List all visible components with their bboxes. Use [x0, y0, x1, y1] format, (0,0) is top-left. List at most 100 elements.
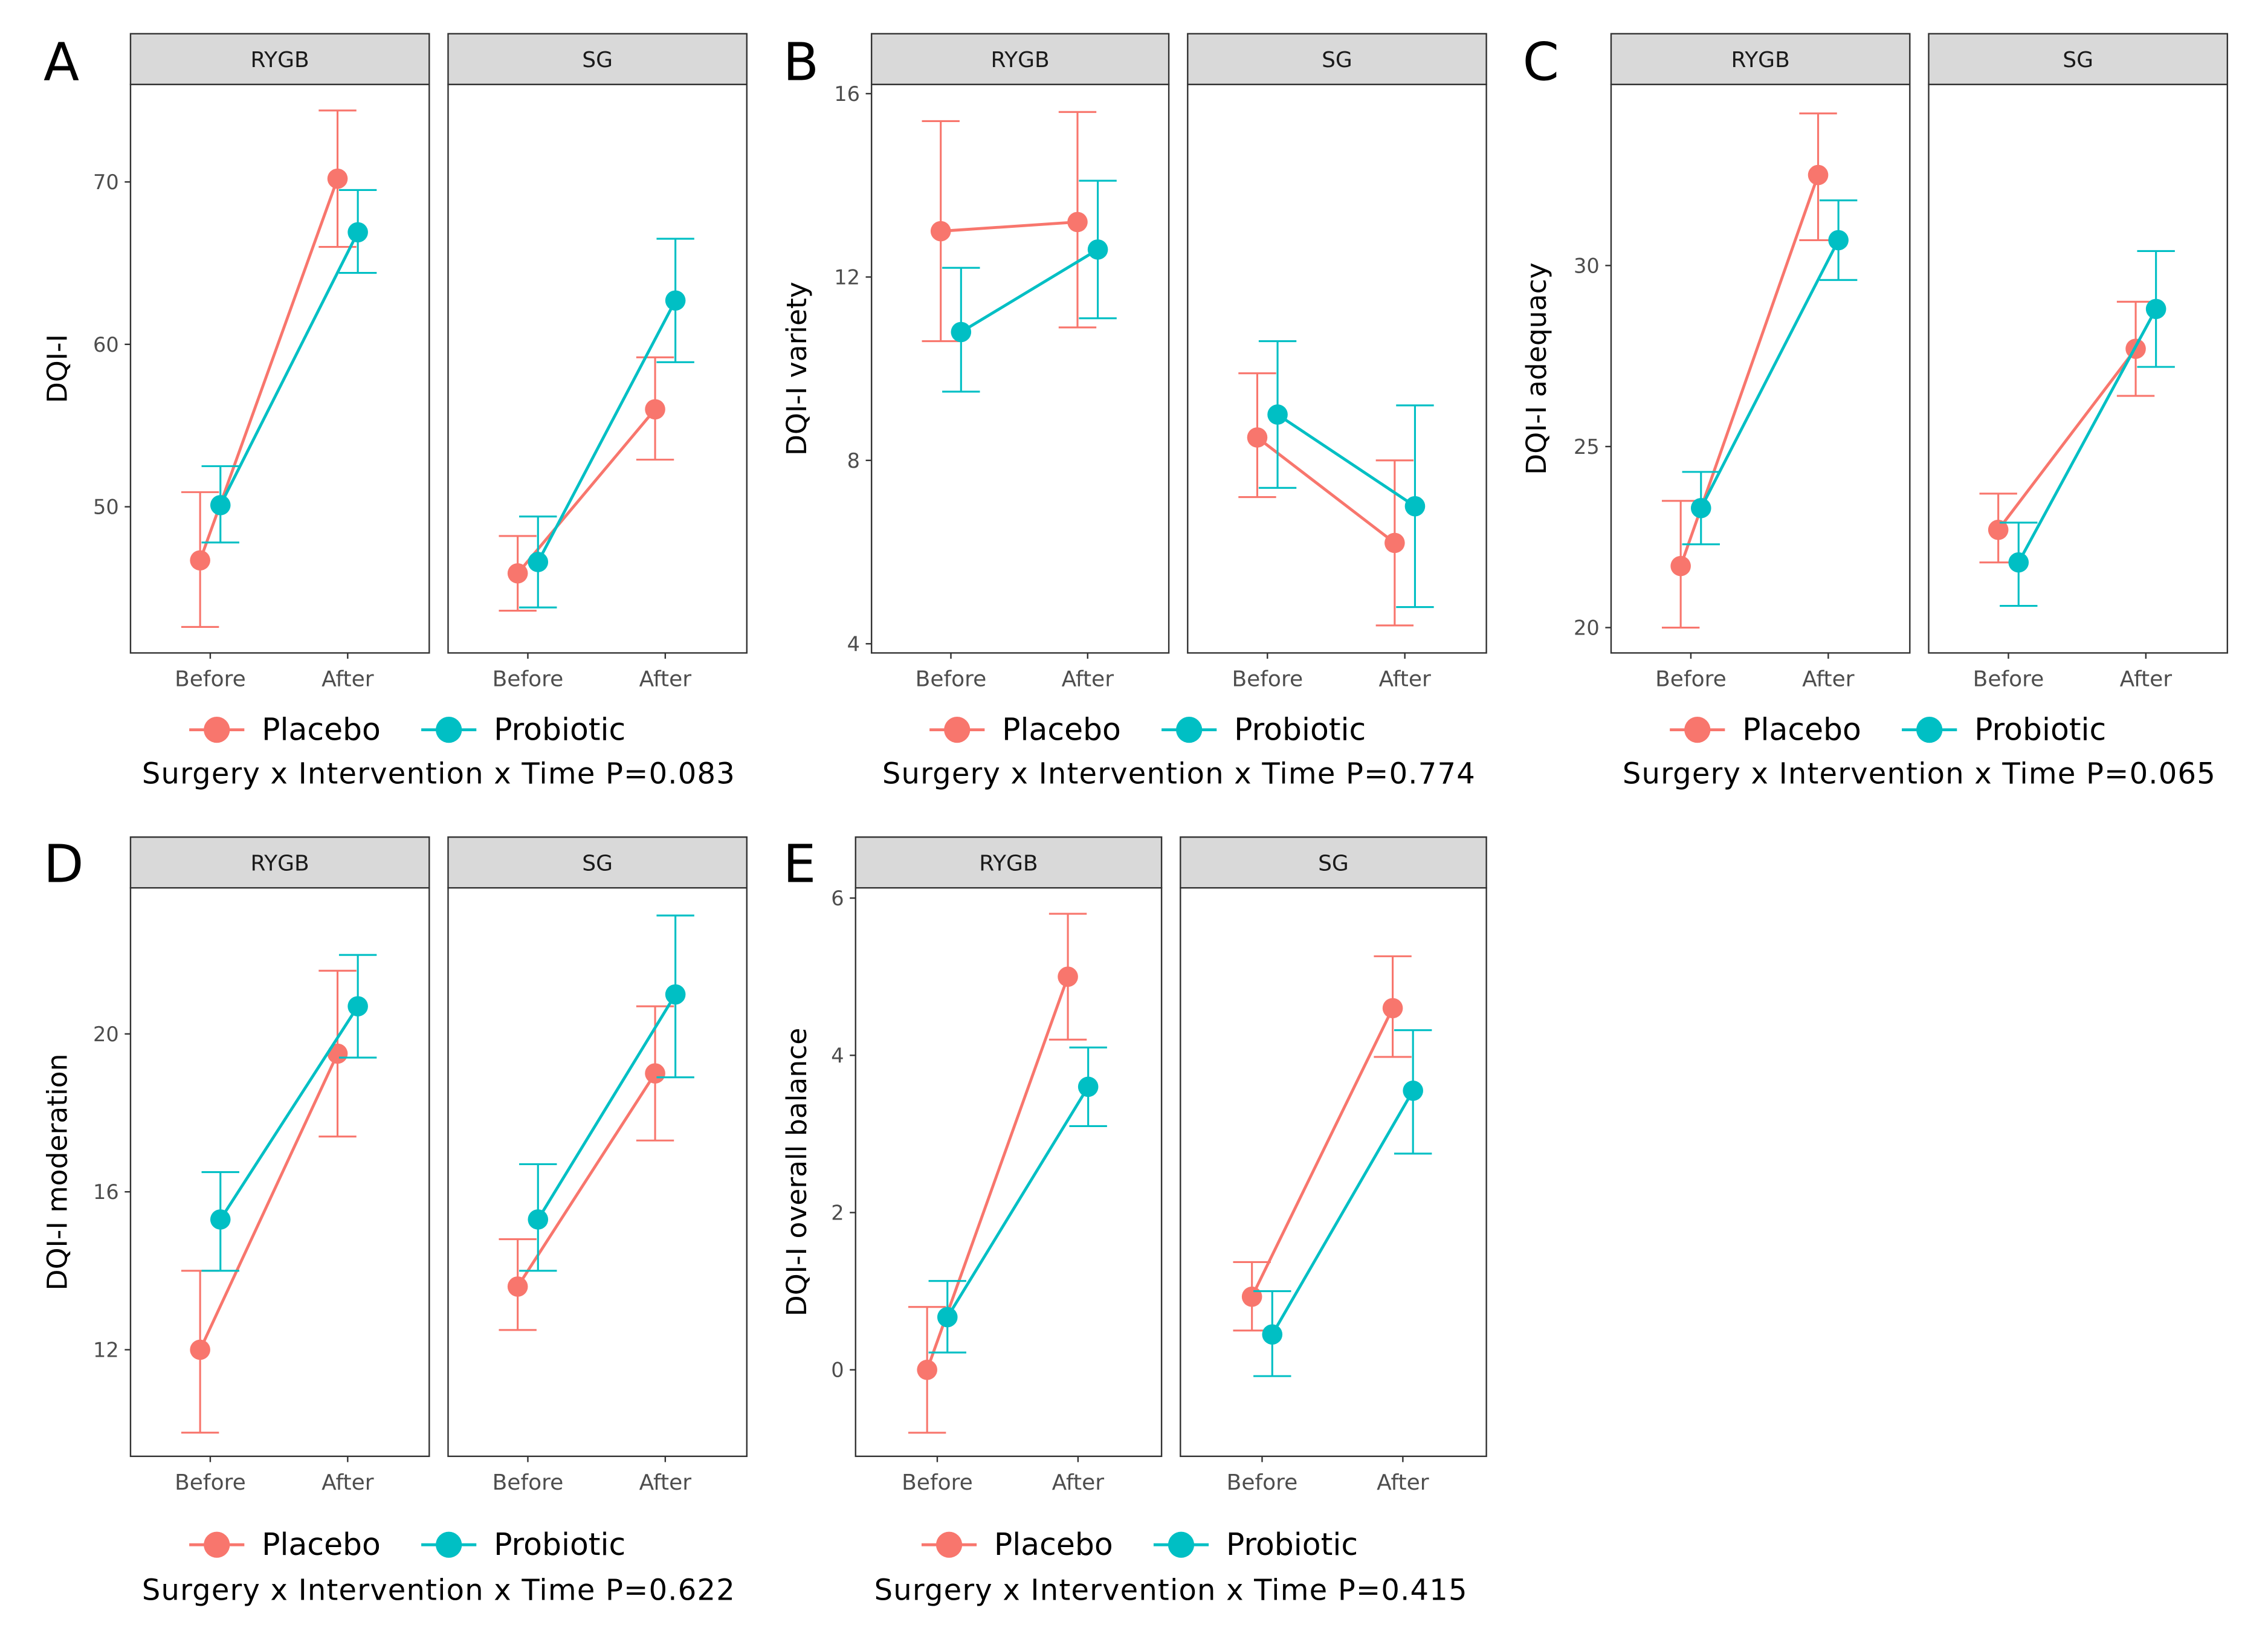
legend-key-point	[935, 1531, 963, 1558]
y-tick-label: 12	[834, 265, 860, 289]
facet-strip	[447, 33, 748, 85]
legend-label-probiotic: Probiotic	[494, 1527, 625, 1562]
data-point	[1077, 1076, 1099, 1097]
legend-label-placebo: Placebo	[1742, 711, 1861, 747]
x-tick-label: After	[321, 667, 374, 692]
panel-E: E DQI-I overall balance 0 2 4 6 RYGB Before Afte…	[781, 835, 1487, 1607]
data-point	[507, 563, 528, 584]
y-tick-label: 60	[93, 333, 119, 357]
data-point	[1404, 496, 1426, 517]
data-point	[1247, 427, 1268, 448]
data-point	[1808, 164, 1829, 186]
y-tick-label: 20	[1574, 616, 1600, 640]
facet-strip	[447, 836, 748, 889]
data-point	[347, 996, 368, 1016]
data-point	[1087, 239, 1108, 260]
legend-label-probiotic: Probiotic	[1234, 711, 1366, 747]
legend-label-probiotic: Probiotic	[1974, 711, 2106, 747]
plot-area	[1928, 83, 2229, 654]
p-value-caption: Surgery x Intervention x Time P=0.774	[882, 757, 1476, 790]
legend: Placebo Probiotic	[189, 711, 625, 747]
data-point	[528, 1209, 549, 1230]
data-point	[1382, 998, 1403, 1019]
data-point	[1262, 1324, 1283, 1345]
data-point	[1690, 497, 1711, 519]
x-tick-label: Before	[175, 667, 246, 692]
data-point	[917, 1359, 937, 1380]
x-tick-label: Before	[175, 1470, 246, 1495]
legend: Placebo Probiotic	[189, 1527, 625, 1562]
x-tick-label: Before	[493, 667, 564, 692]
panel-letter: B	[783, 33, 819, 93]
data-point	[327, 1043, 348, 1064]
y-tick-label: 4	[831, 1044, 844, 1067]
facet-sg: SG Before After	[1928, 33, 2229, 692]
series-placebo	[908, 913, 1087, 1434]
series-probiotic	[201, 189, 377, 544]
legend-label-probiotic: Probiotic	[494, 711, 625, 747]
x-tick-label: After	[1052, 1470, 1105, 1495]
data-point	[507, 1276, 528, 1297]
facet-label: SG	[2063, 48, 2093, 73]
series-probiotic	[519, 914, 694, 1272]
facet-sg: SG Before After	[1187, 33, 1487, 692]
data-point	[190, 550, 210, 571]
y-tick-label: 50	[93, 496, 119, 519]
y-tick-label: 16	[93, 1180, 119, 1204]
facet-label: SG	[1322, 48, 1352, 73]
y-axis-label: DQI-I adequacy	[1520, 262, 1552, 474]
facet-strip	[1610, 33, 1911, 85]
facet-rygb: RYGB Before After	[855, 836, 1163, 1495]
y-axis-label: DQI-I variety	[781, 282, 813, 456]
series-probiotic	[2000, 250, 2175, 607]
x-tick-label: Before	[1227, 1470, 1298, 1495]
series-placebo	[1238, 372, 1414, 627]
facet-label: RYGB	[990, 48, 1049, 73]
series-placebo	[181, 969, 357, 1434]
series-probiotic	[928, 1046, 1107, 1354]
series-placebo	[499, 1005, 674, 1331]
facet-sg: SG Before After	[1180, 836, 1487, 1495]
x-tick-label: Before	[916, 667, 987, 692]
y-tick-label: 2	[831, 1201, 844, 1225]
data-point	[665, 290, 686, 311]
y-tick-label: 6	[831, 887, 844, 910]
panel-letter: C	[1523, 33, 1559, 93]
legend: Placebo Probiotic	[1670, 711, 2106, 747]
series-line	[1271, 1090, 1415, 1336]
series-line	[946, 1086, 1090, 1318]
facet-label: SG	[582, 851, 613, 876]
legend-key-point	[1168, 1531, 1195, 1558]
facet-rygb: RYGB Before After	[129, 33, 430, 692]
x-tick-label: After	[639, 1470, 692, 1495]
y-tick-label: 8	[847, 449, 860, 473]
data-point	[210, 1209, 231, 1230]
y-tick-label: 16	[834, 82, 860, 106]
p-value-caption: Surgery x Intervention x Time P=0.065	[1623, 757, 2216, 790]
data-point	[1067, 212, 1088, 233]
legend-label-probiotic: Probiotic	[1226, 1527, 1358, 1562]
panel-letter: E	[783, 835, 816, 895]
panel-letter: A	[44, 33, 79, 93]
series-line	[516, 1072, 657, 1288]
facet-strip	[1187, 33, 1487, 85]
series-probiotic	[519, 237, 694, 609]
series-line	[537, 994, 677, 1221]
y-tick-label: 20	[93, 1023, 119, 1046]
legend-key-point	[436, 717, 462, 743]
legend-key-point	[204, 717, 230, 743]
series-placebo	[499, 356, 674, 612]
series-line	[940, 220, 1078, 233]
legend-label-placebo: Placebo	[262, 1527, 381, 1562]
x-tick-label: After	[639, 667, 692, 692]
p-value-caption: Surgery x Intervention x Time P=0.415	[874, 1573, 1468, 1607]
series-line	[1256, 436, 1396, 544]
facet-sg: SG Before After	[447, 836, 748, 1495]
series-line	[2017, 308, 2157, 563]
facet-sg: SG Before After	[447, 33, 748, 692]
series-probiotic	[942, 179, 1117, 393]
panel-C: C DQI-I adequacy 20 25 30 RYGB Before After SG Be…	[1520, 33, 2229, 790]
series-line	[219, 231, 360, 506]
series-probiotic	[1253, 1029, 1432, 1377]
legend: Placebo Probiotic	[929, 711, 1366, 747]
